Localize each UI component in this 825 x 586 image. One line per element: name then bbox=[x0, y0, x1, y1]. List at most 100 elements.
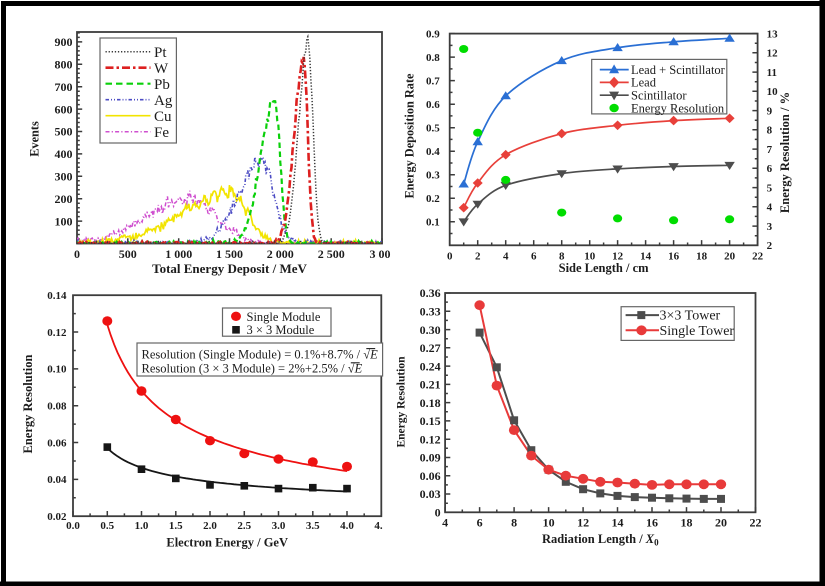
svg-text:3 00: 3 00 bbox=[370, 247, 391, 261]
svg-text:12: 12 bbox=[767, 48, 779, 60]
svg-text:Side Length / cm: Side Length / cm bbox=[559, 261, 650, 275]
svg-text:4.0: 4.0 bbox=[340, 520, 354, 532]
svg-text:Electron Energy / GeV: Electron Energy / GeV bbox=[166, 535, 288, 549]
svg-text:0.7: 0.7 bbox=[426, 76, 440, 88]
svg-text:1 000: 1 000 bbox=[165, 247, 192, 261]
svg-text:Single Module: Single Module bbox=[247, 310, 321, 324]
svg-text:0.27: 0.27 bbox=[420, 341, 441, 355]
svg-text:8: 8 bbox=[511, 515, 517, 529]
svg-text:0.09: 0.09 bbox=[420, 451, 441, 465]
svg-text:400: 400 bbox=[55, 147, 73, 161]
svg-text:20: 20 bbox=[724, 250, 736, 262]
svg-text:Pb: Pb bbox=[154, 77, 170, 93]
svg-text:700: 700 bbox=[55, 80, 73, 94]
svg-text:0.5: 0.5 bbox=[100, 520, 114, 532]
svg-text:16: 16 bbox=[646, 515, 658, 529]
svg-text:2: 2 bbox=[475, 250, 481, 262]
svg-text:Energy Resolution: Energy Resolution bbox=[21, 354, 35, 453]
svg-text:Resolution (Single Module) = 0: Resolution (Single Module) = 0.1%+8.7% /… bbox=[142, 347, 379, 361]
svg-text:2: 2 bbox=[767, 240, 773, 252]
svg-text:0: 0 bbox=[74, 247, 80, 261]
svg-text:0.15: 0.15 bbox=[420, 414, 441, 428]
svg-text:0.03: 0.03 bbox=[420, 487, 441, 501]
svg-text:0.33: 0.33 bbox=[420, 305, 441, 319]
svg-text:10: 10 bbox=[767, 86, 779, 98]
svg-text:2 000: 2 000 bbox=[267, 247, 294, 261]
svg-text:600: 600 bbox=[55, 102, 73, 116]
svg-text:0.5: 0.5 bbox=[426, 123, 440, 135]
svg-text:3: 3 bbox=[767, 221, 773, 233]
svg-text:0.02: 0.02 bbox=[47, 511, 67, 523]
svg-text:2.5: 2.5 bbox=[237, 520, 251, 532]
svg-text:Energy Resolution: Energy Resolution bbox=[396, 356, 408, 448]
svg-text:Cu: Cu bbox=[154, 109, 172, 125]
svg-text:Pt: Pt bbox=[154, 45, 167, 61]
svg-text:4.: 4. bbox=[374, 520, 383, 532]
svg-text:100: 100 bbox=[55, 214, 73, 228]
svg-text:3.5: 3.5 bbox=[306, 520, 320, 532]
svg-text:12: 12 bbox=[612, 250, 624, 262]
svg-text:12: 12 bbox=[577, 515, 589, 529]
svg-text:0: 0 bbox=[447, 250, 453, 262]
svg-text:0.21: 0.21 bbox=[420, 378, 441, 392]
svg-text:0.0: 0.0 bbox=[66, 520, 80, 532]
svg-text:22: 22 bbox=[752, 250, 764, 262]
svg-text:0.04: 0.04 bbox=[47, 474, 67, 486]
svg-text:300: 300 bbox=[55, 170, 73, 184]
svg-text:18: 18 bbox=[696, 250, 708, 262]
svg-text:16: 16 bbox=[668, 250, 680, 262]
svg-text:500: 500 bbox=[119, 247, 137, 261]
svg-text:0.24: 0.24 bbox=[420, 359, 441, 373]
svg-text:0.8: 0.8 bbox=[426, 52, 440, 64]
svg-text:0.08: 0.08 bbox=[47, 401, 67, 413]
svg-text:14: 14 bbox=[612, 515, 624, 529]
svg-text:0.30: 0.30 bbox=[420, 323, 441, 337]
svg-text:8: 8 bbox=[767, 125, 773, 137]
svg-text:3 × 3 Module: 3 × 3 Module bbox=[247, 323, 315, 337]
svg-text:0.06: 0.06 bbox=[47, 437, 67, 449]
svg-text:0.6: 0.6 bbox=[426, 99, 440, 111]
svg-text:Energy Resolution: Energy Resolution bbox=[631, 101, 725, 115]
svg-text:0.18: 0.18 bbox=[420, 396, 441, 410]
svg-text:200: 200 bbox=[55, 192, 73, 206]
svg-text:Single Tower: Single Tower bbox=[660, 324, 735, 339]
svg-text:Lead + Scintillator: Lead + Scintillator bbox=[631, 63, 726, 77]
svg-text:Total Energy Deposit / MeV: Total Energy Deposit / MeV bbox=[152, 261, 307, 276]
svg-text:800: 800 bbox=[55, 58, 73, 72]
svg-text:4: 4 bbox=[767, 202, 773, 214]
svg-text:Scintillator: Scintillator bbox=[631, 89, 687, 103]
svg-text:7: 7 bbox=[767, 144, 773, 156]
svg-text:500: 500 bbox=[55, 125, 73, 139]
svg-text:1.0: 1.0 bbox=[135, 520, 149, 532]
svg-text:Lead: Lead bbox=[631, 76, 657, 90]
svg-text:14: 14 bbox=[640, 250, 652, 262]
svg-text:0.12: 0.12 bbox=[47, 327, 67, 339]
svg-text:11: 11 bbox=[767, 67, 777, 79]
svg-text:4: 4 bbox=[503, 250, 509, 262]
svg-text:0.4: 0.4 bbox=[426, 146, 440, 158]
svg-text:2 500: 2 500 bbox=[318, 247, 345, 261]
svg-text:0.36: 0.36 bbox=[420, 286, 441, 300]
svg-text:5: 5 bbox=[767, 183, 773, 195]
svg-text:0.9: 0.9 bbox=[426, 29, 440, 41]
svg-text:0.3: 0.3 bbox=[426, 170, 440, 182]
svg-text:Fe: Fe bbox=[154, 125, 169, 141]
svg-text:Energy Resolution / %: Energy Resolution / % bbox=[778, 92, 792, 213]
svg-text:0.12: 0.12 bbox=[420, 432, 441, 446]
svg-text:6: 6 bbox=[767, 163, 773, 175]
svg-text:0.2: 0.2 bbox=[426, 193, 440, 205]
svg-text:0.14: 0.14 bbox=[47, 290, 67, 302]
svg-text:4: 4 bbox=[442, 515, 448, 529]
svg-text:0.1: 0.1 bbox=[426, 217, 440, 229]
svg-text:Ag: Ag bbox=[154, 93, 173, 109]
svg-text:10: 10 bbox=[584, 250, 596, 262]
svg-text:18: 18 bbox=[681, 515, 693, 529]
svg-text:0.06: 0.06 bbox=[420, 469, 441, 483]
svg-text:900: 900 bbox=[55, 35, 73, 49]
svg-text:W: W bbox=[154, 61, 169, 77]
svg-text:Resolution (3 × 3 Module) = 2%: Resolution (3 × 3 Module) = 2%+2.5% / √E bbox=[142, 362, 363, 376]
svg-text:3.0: 3.0 bbox=[272, 520, 286, 532]
svg-text:Events: Events bbox=[28, 121, 42, 157]
svg-text:1 500: 1 500 bbox=[216, 247, 243, 261]
svg-text:6: 6 bbox=[531, 250, 537, 262]
